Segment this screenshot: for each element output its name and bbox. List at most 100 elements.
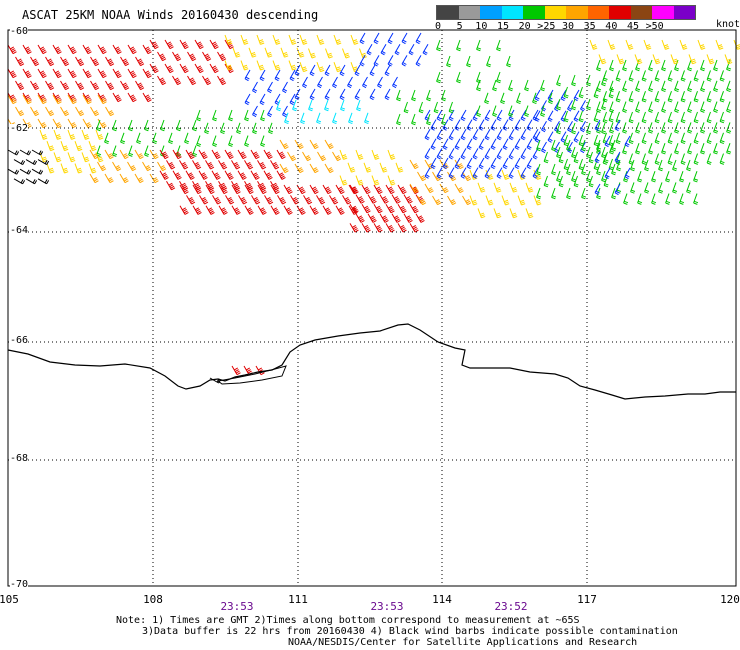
- wind-barb: [396, 89, 402, 102]
- wind-barb: [284, 112, 290, 125]
- wind-barb: [267, 81, 273, 94]
- wind-barb: [441, 89, 447, 102]
- wind-barb: [563, 86, 569, 99]
- wind-barb: [359, 48, 367, 59]
- wind-barb: [186, 195, 196, 205]
- wind-barb: [706, 132, 712, 145]
- wind-barb: [604, 167, 611, 180]
- wind-barb: [149, 63, 159, 74]
- wind-barb: [159, 170, 169, 180]
- wind-barb: [160, 119, 166, 132]
- wind-barb: [30, 56, 40, 67]
- wind-barb: [88, 141, 97, 152]
- wind-barb: [532, 128, 539, 141]
- wind-barb: [13, 159, 26, 166]
- wind-barb: [7, 168, 20, 175]
- wind-barb: [476, 39, 482, 52]
- wind-barb: [430, 157, 437, 170]
- wind-barb: [609, 143, 615, 155]
- wind-barb: [218, 205, 228, 215]
- wind-barb: [236, 122, 242, 135]
- wind-barb: [244, 184, 254, 195]
- wind-barb: [159, 149, 169, 160]
- wind-barb: [670, 54, 679, 65]
- wind-barb: [628, 70, 634, 82]
- wind-barb: [520, 128, 527, 141]
- wind-barb: [82, 68, 92, 79]
- wind-barb: [268, 122, 274, 135]
- wind-barb: [339, 175, 348, 186]
- wind-barb: [90, 106, 100, 117]
- wind-barb: [259, 69, 266, 82]
- wind-barb: [67, 152, 76, 163]
- wind-barb: [270, 205, 280, 215]
- wind-barb: [608, 86, 614, 99]
- wind-barb: [185, 149, 195, 160]
- wind-barb: [19, 149, 32, 156]
- wind-barb: [81, 129, 90, 140]
- wind-barb: [294, 64, 301, 77]
- wind-barb: [686, 159, 692, 172]
- longitude-label: 117: [577, 593, 597, 606]
- wind-barb: [490, 138, 497, 150]
- wind-barb: [693, 193, 699, 205]
- wind-barb: [367, 194, 377, 204]
- wind-barb: [309, 205, 319, 215]
- wind-barb: [15, 80, 25, 91]
- wind-barb: [547, 89, 554, 102]
- longitude-label: 108: [143, 593, 163, 606]
- wind-barb: [202, 75, 212, 86]
- wind-barb: [198, 149, 208, 160]
- wind-barb: [492, 105, 498, 117]
- wind-barb: [211, 170, 221, 180]
- wind-barb: [259, 93, 266, 106]
- wind-barb: [15, 106, 25, 117]
- wind-barb: [340, 99, 346, 112]
- wind-barb: [250, 170, 260, 180]
- wind-barb: [566, 163, 572, 176]
- wind-barb: [74, 141, 83, 152]
- wind-barb: [179, 160, 189, 170]
- wind-barb: [586, 170, 592, 183]
- wind-barb: [477, 182, 486, 193]
- wind-barb: [302, 151, 312, 162]
- wind-barb: [373, 223, 383, 233]
- legend-tick-label: 30: [561, 21, 575, 32]
- wind-barb: [733, 39, 740, 50]
- wind-barb: [332, 112, 338, 125]
- latitude-label: -68: [10, 453, 29, 464]
- wind-barb: [460, 128, 467, 141]
- latitude-label: -60: [10, 26, 29, 37]
- wind-barb: [60, 141, 69, 152]
- wind-barb: [120, 80, 130, 91]
- wind-barb: [448, 148, 455, 160]
- wind-barb: [377, 76, 383, 89]
- wind-barb: [45, 80, 55, 91]
- wind-barb: [164, 39, 174, 50]
- wind-barb: [367, 213, 377, 223]
- wind-barb: [339, 149, 348, 160]
- wind-barb: [484, 109, 491, 122]
- wind-barb: [665, 171, 671, 183]
- wind-barb: [641, 111, 647, 124]
- wind-barb: [524, 79, 530, 92]
- wind-barb: [39, 152, 48, 163]
- wind-barb: [205, 205, 215, 215]
- wind-barb: [299, 62, 308, 73]
- wind-barb: [726, 122, 732, 134]
- wind-barb: [667, 70, 673, 82]
- wind-barb: [187, 51, 197, 62]
- wind-barb: [244, 205, 254, 215]
- wind-barb: [581, 139, 587, 152]
- wind-barb: [635, 122, 641, 134]
- wind-barb: [700, 80, 706, 93]
- wind-barb: [354, 64, 361, 77]
- wind-barb: [573, 110, 580, 122]
- wind-barb: [244, 160, 254, 170]
- wind-barb: [395, 162, 404, 173]
- wind-barb: [192, 119, 198, 132]
- wind-barb: [209, 39, 219, 50]
- wind-barb: [322, 184, 332, 195]
- wind-barb: [551, 139, 557, 152]
- wind-barb: [294, 163, 304, 174]
